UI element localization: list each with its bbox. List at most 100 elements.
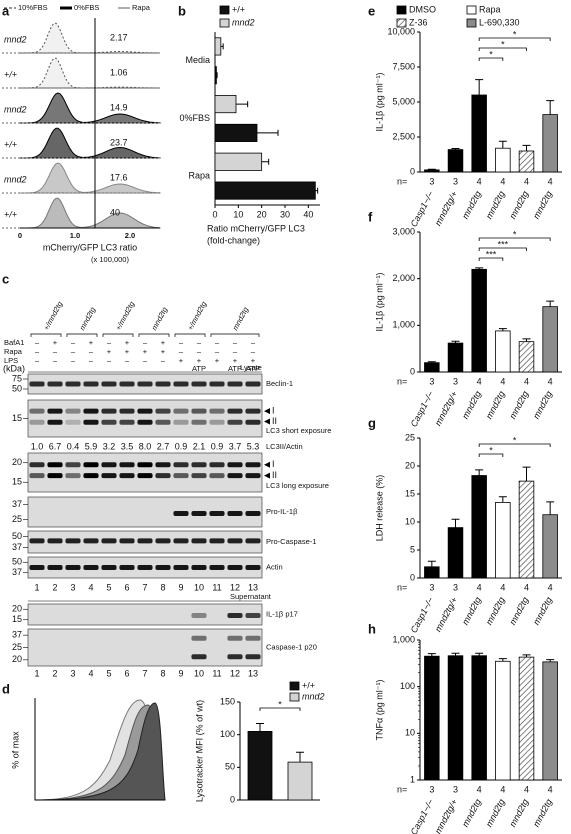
stimulus-label: ATP: [228, 364, 242, 373]
y-axis-label: IL-1β (pg ml⁻¹): [374, 73, 384, 132]
significance-label: *: [501, 39, 505, 49]
bar: [495, 330, 511, 373]
lane-number: 3: [70, 582, 75, 592]
panel-letter: f: [368, 209, 373, 224]
ratio-value: 2.1: [193, 441, 206, 451]
lane-number: 10: [194, 582, 204, 592]
band: [101, 419, 117, 425]
band: [227, 635, 243, 641]
band: [119, 473, 135, 479]
legend-swatch: [466, 18, 477, 28]
band: [209, 462, 225, 468]
band: [209, 419, 225, 425]
n-value: 3: [453, 376, 458, 386]
y-tick-label: 0: [230, 794, 235, 804]
y-tick-label: 7,500: [392, 61, 415, 71]
treatment-label: LPS: [4, 356, 18, 365]
band: [227, 511, 243, 516]
treatment-sign: –: [251, 347, 256, 356]
bar: [447, 342, 464, 373]
band: [83, 462, 99, 468]
lane-number: 6: [124, 582, 129, 592]
category-label: mnd2tg: [531, 389, 554, 420]
genotype-bracket: [30, 333, 62, 337]
significance-label: ***: [486, 249, 497, 259]
band: [227, 473, 243, 479]
significance-bracket: [259, 707, 301, 711]
error-bar: [522, 144, 531, 151]
band: [191, 511, 207, 516]
y-axis-label: LDH release (%): [374, 475, 384, 542]
band: [47, 381, 63, 387]
error-bar: [546, 100, 555, 115]
lane-number: 6: [124, 668, 129, 678]
legend-swatch: [396, 18, 407, 28]
legend-label: Rapa: [479, 4, 501, 14]
band: [173, 565, 189, 570]
n-value: 3: [453, 784, 458, 794]
stimulus-label: ATP: [192, 364, 206, 373]
n-value: 4: [477, 176, 482, 186]
x-tick-label: 20: [257, 209, 267, 219]
legend-label: +/+: [232, 4, 245, 14]
panel-letter: g: [368, 415, 376, 430]
error-bar: [296, 751, 304, 763]
blot: [27, 496, 263, 528]
bar: [214, 95, 237, 114]
treatment-label: Rapa: [4, 347, 23, 356]
band: [155, 381, 171, 387]
band: [191, 613, 207, 619]
error-bar: [475, 652, 484, 656]
category-label: mnd2tg: [484, 389, 507, 420]
band: [65, 381, 81, 387]
band-label: I: [272, 405, 275, 415]
band: [47, 462, 63, 468]
significance-bracket: [478, 237, 551, 241]
category-label: mnd2tg: [460, 189, 483, 220]
y-tick-label: 3,000: [392, 226, 415, 236]
genotype-label: mnd2tg: [78, 305, 98, 332]
treatment-sign: +: [161, 347, 166, 356]
treatment-sign: –: [107, 356, 112, 365]
lane-number: 7: [142, 668, 147, 678]
marker-label: 50: [12, 531, 22, 541]
band: [191, 462, 207, 468]
y-tick-label: 150: [220, 696, 235, 706]
stimulus-label: ATP: [246, 364, 260, 373]
n-value: 4: [548, 784, 553, 794]
bar: [247, 731, 273, 801]
lane-number: 9: [178, 668, 183, 678]
treatment-sign: +: [89, 338, 94, 347]
legend-swatch: [466, 5, 477, 15]
band: [47, 538, 63, 544]
ratio-label: LC3II/Actin: [266, 442, 303, 451]
n-value: 4: [500, 784, 505, 794]
category-label: mnd2tg: [531, 189, 554, 220]
row-label: mnd2: [4, 34, 27, 44]
band: [155, 462, 171, 468]
ratio-value: 1.0: [31, 441, 44, 451]
lane-number: 1: [34, 668, 39, 678]
band: [119, 538, 135, 544]
treatment-sign: –: [89, 347, 94, 356]
band: [245, 381, 261, 387]
bar: [214, 66, 217, 85]
ratio-value: 3.7: [229, 441, 242, 451]
n-value: 3: [429, 582, 434, 592]
n-value: 3: [453, 582, 458, 592]
band: [101, 462, 117, 468]
band-label: II: [272, 416, 277, 426]
category-label: Casp1−/−: [409, 189, 436, 228]
treatment-label: BafA1: [4, 338, 24, 347]
n-value: 3: [429, 176, 434, 186]
band: [209, 565, 225, 570]
band: [245, 654, 261, 660]
band: [119, 462, 135, 468]
category-label: Casp1−/−: [409, 389, 436, 428]
error-bar: [475, 267, 484, 270]
error-bar: [498, 658, 507, 662]
y-tick-label: 100: [220, 729, 235, 739]
treatment-sign: +: [107, 347, 112, 356]
error-bar: [427, 653, 436, 657]
marker-label: 20: [12, 604, 22, 614]
